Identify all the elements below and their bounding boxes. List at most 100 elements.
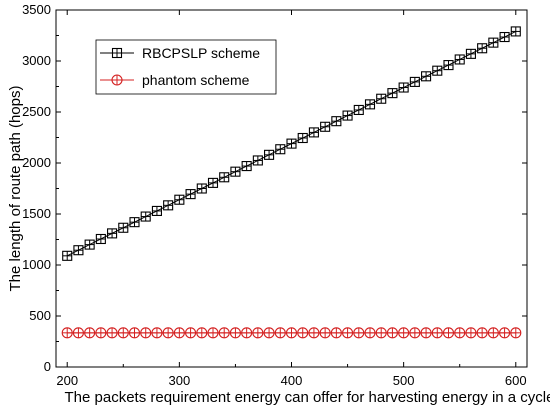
legend-marker — [111, 47, 123, 59]
data-point — [342, 110, 353, 121]
y-tick-label: 2500 — [22, 104, 51, 119]
data-point — [319, 327, 331, 339]
series-phantom — [61, 327, 522, 339]
data-point — [128, 327, 141, 339]
data-point — [73, 245, 84, 256]
data-point — [151, 205, 162, 216]
data-point — [241, 161, 252, 172]
data-point — [219, 172, 230, 183]
y-tick-label: 3000 — [22, 53, 51, 68]
y-tick-label: 1500 — [22, 206, 51, 221]
data-point — [196, 183, 207, 194]
data-point — [387, 88, 398, 99]
data-point — [499, 31, 510, 43]
data-point — [62, 250, 73, 261]
data-point — [409, 76, 420, 87]
data-point — [431, 327, 443, 339]
data-point — [173, 327, 185, 339]
data-point — [308, 327, 320, 339]
data-point — [118, 222, 129, 233]
data-point — [386, 327, 398, 339]
data-point — [162, 327, 174, 339]
x-tick-label: 500 — [393, 373, 415, 388]
data-point — [421, 71, 432, 82]
data-point — [364, 99, 376, 110]
data-point — [230, 166, 241, 177]
data-point — [84, 239, 95, 250]
data-point — [308, 127, 319, 138]
data-point — [185, 189, 196, 200]
data-point — [465, 327, 477, 339]
y-tick-label: 0 — [44, 359, 51, 374]
data-point — [185, 327, 197, 339]
legend-marker — [111, 74, 123, 86]
y-tick-label: 2000 — [22, 155, 51, 170]
x-tick-label: 600 — [505, 373, 527, 388]
x-tick-label: 400 — [281, 373, 303, 388]
data-point — [342, 327, 354, 339]
data-point — [274, 327, 286, 339]
data-point — [409, 327, 421, 339]
data-point — [477, 43, 488, 54]
data-point — [264, 149, 275, 160]
data-point — [331, 116, 342, 127]
data-point — [488, 37, 499, 48]
data-point — [510, 327, 522, 339]
data-point — [151, 327, 163, 339]
data-point — [241, 327, 253, 339]
data-point — [398, 82, 409, 93]
data-point — [442, 327, 455, 339]
series-rbcpslp — [62, 26, 521, 261]
data-point — [252, 327, 264, 339]
data-point — [286, 138, 297, 149]
x-axis-title: The packets requirement energy can offer… — [65, 389, 550, 406]
data-point — [72, 327, 84, 339]
data-point — [84, 327, 96, 339]
data-point — [364, 327, 376, 339]
legend-label: RBCPSLP scheme — [142, 45, 260, 61]
data-point — [140, 327, 152, 339]
data-point — [465, 48, 476, 59]
data-point — [454, 327, 466, 339]
data-point — [499, 327, 511, 339]
data-point — [106, 327, 118, 339]
data-point — [263, 327, 275, 339]
data-point — [275, 144, 286, 155]
plot-area: 200 300 400 500 600 0 500 1000 1500 2000 2500 3000 3… — [22, 2, 528, 388]
legend-box — [95, 39, 277, 95]
data-point — [207, 327, 219, 339]
data-point — [95, 327, 107, 339]
data-point — [117, 327, 129, 339]
data-point — [330, 327, 342, 339]
data-point — [476, 327, 488, 339]
data-point — [297, 327, 309, 339]
data-point — [376, 93, 387, 104]
y-tick-label: 3500 — [22, 2, 51, 17]
data-point — [252, 155, 263, 166]
data-point — [129, 217, 140, 228]
data-point — [510, 26, 521, 37]
y-tick-label: 1000 — [22, 257, 51, 272]
data-point — [353, 104, 364, 116]
x-tick-label: 200 — [56, 373, 78, 388]
x-tick-label: 300 — [169, 373, 191, 388]
legend-label: phantom scheme — [142, 72, 250, 88]
data-point — [320, 121, 331, 132]
data-point — [107, 228, 118, 239]
data-point — [487, 327, 499, 339]
data-point — [420, 327, 432, 339]
data-point — [218, 327, 230, 339]
series-layer — [61, 26, 522, 339]
data-point — [353, 327, 365, 339]
data-point — [229, 327, 241, 339]
y-axis-title: The length of route path (hops) — [7, 86, 24, 292]
data-point — [285, 327, 298, 339]
data-point — [61, 327, 73, 339]
data-point — [297, 132, 308, 144]
data-point — [95, 233, 106, 245]
data-point — [163, 200, 174, 211]
data-point — [432, 65, 443, 76]
data-point — [174, 194, 185, 205]
data-point — [454, 54, 465, 65]
data-point — [375, 327, 387, 339]
